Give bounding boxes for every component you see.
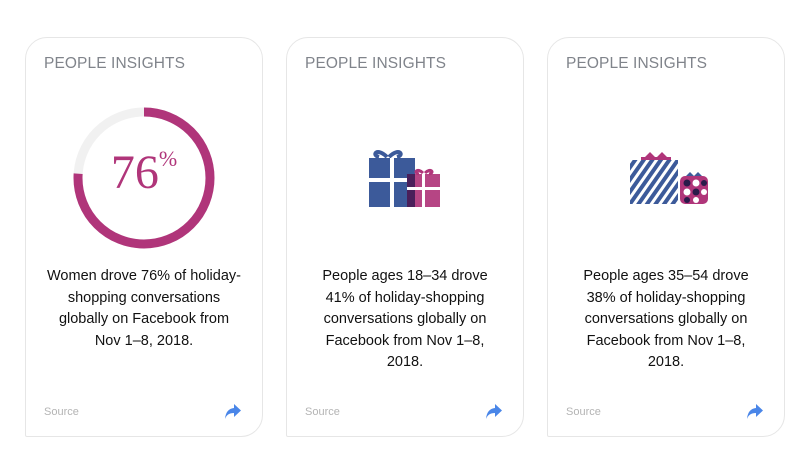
card-label: PEOPLE INSIGHTS <box>566 55 708 72</box>
card-description: People ages 35–54 drove 38% of holiday-s… <box>583 268 749 370</box>
card-label: PEOPLE INSIGHTS <box>305 55 447 72</box>
donut-ring-icon <box>73 107 215 249</box>
source-link[interactable]: Source <box>566 406 601 418</box>
stat-value: 76% <box>110 146 178 199</box>
donut-chart: 76% <box>26 98 262 258</box>
card-description: Women drove 76% of holiday-shopping conv… <box>47 268 241 349</box>
gift-boxes-icon <box>287 98 523 258</box>
insight-card-ages-18-34: PEOPLE INSIGHTS People ages 18–34 drove … <box>286 37 524 437</box>
share-arrow-icon[interactable] <box>485 402 503 420</box>
source-link[interactable]: Source <box>305 406 340 418</box>
insight-card-ages-35-54: PEOPLE INSIGHTS <box>547 37 785 437</box>
share-arrow-icon[interactable] <box>746 402 764 420</box>
share-arrow-icon[interactable] <box>224 402 242 420</box>
card-description: People ages 18–34 drove 41% of holiday-s… <box>322 268 488 370</box>
card-label: PEOPLE INSIGHTS <box>44 55 186 72</box>
patterned-gifts-icon <box>548 98 784 258</box>
source-link[interactable]: Source <box>44 406 79 418</box>
insight-card-women: PEOPLE INSIGHTS 76% Women drove 76% of h… <box>25 37 263 437</box>
